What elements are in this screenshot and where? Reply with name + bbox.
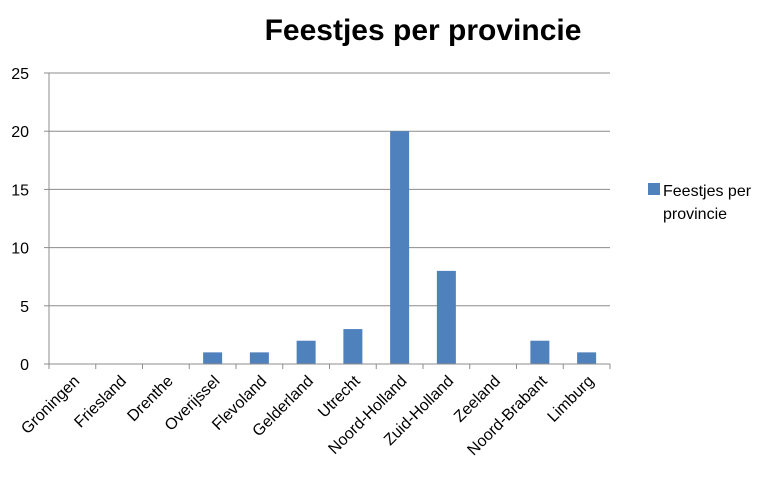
y-tick-label: 15 — [11, 182, 29, 199]
y-tick-label: 10 — [11, 241, 29, 258]
bar-flevoland — [249, 352, 269, 364]
bar-gelderland — [296, 340, 316, 364]
x-tick-label: Noord-Brabant — [464, 372, 551, 459]
legend-swatch — [648, 183, 660, 195]
bars — [203, 131, 597, 364]
y-tick-label: 0 — [20, 357, 29, 374]
legend: Feestjes per provincie — [648, 183, 756, 223]
gridlines — [49, 72, 610, 307]
x-tick-label: Groningen — [18, 373, 83, 438]
chart-title: Feestjes per provincie — [265, 14, 582, 47]
axes — [44, 72, 611, 369]
y-tick-label: 25 — [11, 66, 29, 83]
bar-utrecht — [343, 329, 363, 364]
legend-label: Feestjes per provincie — [663, 183, 756, 223]
legend-label-line-1: Feestjes per — [663, 183, 752, 200]
x-tick-label: Friesland — [71, 373, 130, 432]
x-tick-label: Limburg — [545, 373, 598, 426]
x-axis-ticks: GroningenFrieslandDrentheOverijsselFlevo… — [18, 372, 597, 459]
y-tick-label: 5 — [20, 299, 29, 316]
bar-limburg — [577, 352, 597, 364]
legend-label-line-2: provincie — [663, 206, 727, 223]
bar-zuid-holland — [436, 270, 456, 364]
bar-overijssel — [203, 352, 223, 364]
y-tick-label: 20 — [11, 124, 29, 141]
bar-noord-holland — [390, 131, 410, 364]
y-axis-ticks: 0 5 10 15 20 25 — [11, 66, 29, 374]
bar-noord-brabant — [530, 340, 550, 364]
